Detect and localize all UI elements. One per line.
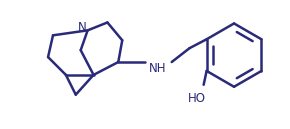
Text: NH: NH <box>149 62 167 75</box>
Text: HO: HO <box>188 92 206 105</box>
Text: N: N <box>78 21 87 34</box>
